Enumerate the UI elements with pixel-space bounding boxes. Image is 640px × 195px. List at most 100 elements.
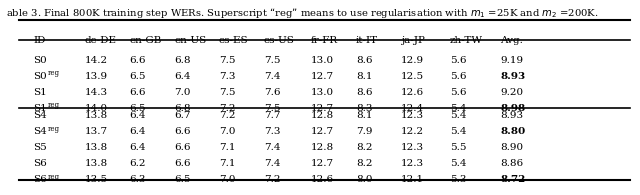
Text: de-DE: de-DE [84,36,116,45]
Text: 7.3: 7.3 [219,72,236,81]
Text: 6.5: 6.5 [174,175,191,184]
Text: 7.5: 7.5 [219,88,236,97]
Text: reg: reg [47,101,60,109]
Text: 12.3: 12.3 [401,111,424,120]
Text: it-IT: it-IT [356,36,378,45]
Text: 13.8: 13.8 [84,159,108,168]
Text: 5.6: 5.6 [450,72,467,81]
Text: 7.3: 7.3 [264,127,280,136]
Text: 14.2: 14.2 [84,56,108,65]
Text: 12.7: 12.7 [310,72,333,81]
Text: 12.1: 12.1 [401,175,424,184]
Text: 6.4: 6.4 [129,111,146,120]
Text: 12.4: 12.4 [401,104,424,113]
Text: S6: S6 [33,175,47,184]
Text: 12.2: 12.2 [401,127,424,136]
Text: 8.98: 8.98 [500,104,525,113]
Text: 13.9: 13.9 [84,72,108,81]
Text: en-US: en-US [174,36,206,45]
Text: 12.7: 12.7 [310,104,333,113]
Text: 6.5: 6.5 [129,72,146,81]
Text: reg: reg [47,69,60,77]
Text: 6.5: 6.5 [129,104,146,113]
Text: 8.93: 8.93 [500,72,525,81]
Text: 8.72: 8.72 [500,175,526,184]
Text: 5.4: 5.4 [450,127,467,136]
Text: 6.6: 6.6 [174,159,191,168]
Text: 6.6: 6.6 [129,88,146,97]
Text: 12.3: 12.3 [401,159,424,168]
Text: 6.6: 6.6 [129,56,146,65]
Text: able 3. Final 800K training step WERs. Superscript “reg” means to use regularisa: able 3. Final 800K training step WERs. S… [6,6,599,20]
Text: 7.5: 7.5 [219,56,236,65]
Text: 6.7: 6.7 [174,111,191,120]
Text: 12.6: 12.6 [401,88,424,97]
Text: zh-TW: zh-TW [450,36,483,45]
Text: fr-FR: fr-FR [310,36,337,45]
Text: 8.6: 8.6 [356,56,372,65]
Text: 12.8: 12.8 [310,143,333,152]
Text: 7.2: 7.2 [219,111,236,120]
Text: 7.1: 7.1 [219,159,236,168]
Text: 7.1: 7.1 [219,143,236,152]
Text: 13.5: 13.5 [84,175,108,184]
Text: 6.6: 6.6 [174,143,191,152]
Text: 7.2: 7.2 [264,175,280,184]
Text: 7.5: 7.5 [264,104,280,113]
Text: S6: S6 [33,159,47,168]
Text: S5: S5 [33,143,47,152]
Text: 8.80: 8.80 [500,127,525,136]
Text: S1: S1 [33,104,47,113]
Text: 8.0: 8.0 [356,175,372,184]
Text: 8.3: 8.3 [356,104,372,113]
Text: 6.8: 6.8 [174,104,191,113]
Text: 5.4: 5.4 [450,159,467,168]
Text: S4: S4 [33,127,47,136]
Text: 14.3: 14.3 [84,88,108,97]
Text: 5.4: 5.4 [450,104,467,113]
Text: 6.2: 6.2 [129,159,146,168]
Text: 5.5: 5.5 [450,143,467,152]
Text: en-GB: en-GB [129,36,162,45]
Text: 14.0: 14.0 [84,104,108,113]
Text: 9.19: 9.19 [500,56,524,65]
Text: 7.9: 7.9 [356,127,372,136]
Text: es-US: es-US [264,36,294,45]
Text: 7.7: 7.7 [264,111,280,120]
Text: 12.7: 12.7 [310,127,333,136]
Text: 12.3: 12.3 [401,143,424,152]
Text: 12.8: 12.8 [310,111,333,120]
Text: 13.0: 13.0 [310,88,333,97]
Text: 7.4: 7.4 [264,159,280,168]
Text: 7.5: 7.5 [264,56,280,65]
Text: 7.4: 7.4 [264,143,280,152]
Text: 8.90: 8.90 [500,143,524,152]
Text: 5.4: 5.4 [450,111,467,120]
Text: Avg.: Avg. [500,36,524,45]
Text: S0: S0 [33,72,47,81]
Text: 7.6: 7.6 [264,88,280,97]
Text: 7.2: 7.2 [219,104,236,113]
Text: 13.8: 13.8 [84,111,108,120]
Text: 6.4: 6.4 [129,127,146,136]
Text: es-ES: es-ES [219,36,248,45]
Text: S1: S1 [33,88,47,97]
Text: S0: S0 [33,56,47,65]
Text: 8.93: 8.93 [500,111,524,120]
Text: S4: S4 [33,111,47,120]
Text: ja-JP: ja-JP [401,36,424,45]
Text: 5.6: 5.6 [450,88,467,97]
Text: 13.7: 13.7 [84,127,108,136]
Text: 8.6: 8.6 [356,88,372,97]
Text: 5.3: 5.3 [450,175,467,184]
Text: 13.0: 13.0 [310,56,333,65]
Text: 7.0: 7.0 [174,88,191,97]
Text: 6.3: 6.3 [129,175,146,184]
Text: 6.8: 6.8 [174,56,191,65]
Text: 7.0: 7.0 [219,127,236,136]
Text: 8.1: 8.1 [356,72,372,81]
Text: 9.20: 9.20 [500,88,524,97]
Text: 6.4: 6.4 [129,143,146,152]
Text: 12.5: 12.5 [401,72,424,81]
Text: 5.6: 5.6 [450,56,467,65]
